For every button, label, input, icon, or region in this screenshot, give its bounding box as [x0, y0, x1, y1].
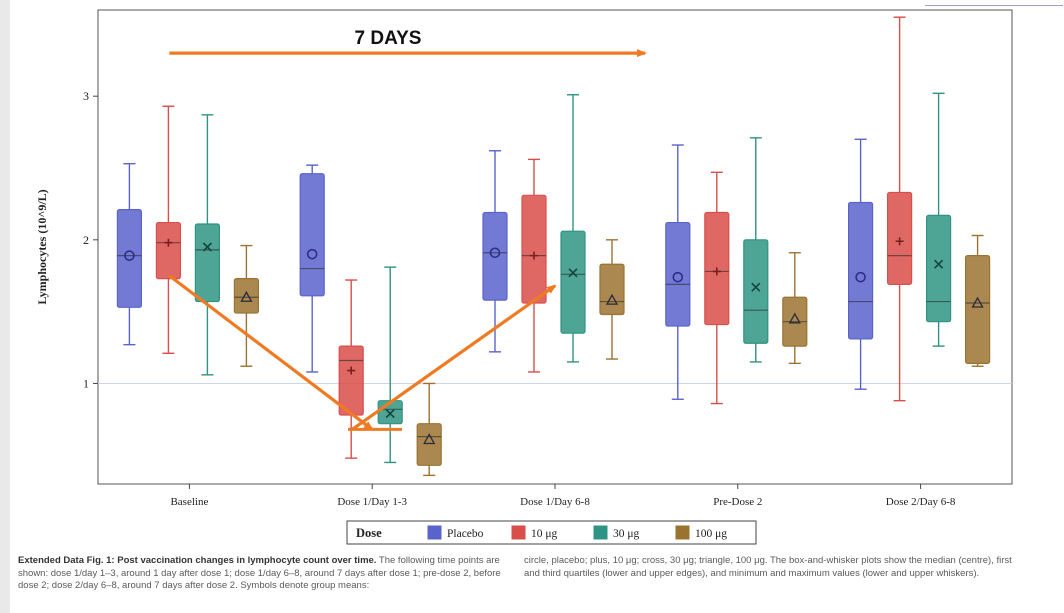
caption-right-text: circle, placebo; plus, 10 μg; cross, 30 … [524, 555, 1012, 579]
box-body [338, 345, 364, 416]
box-2-4 [925, 92, 952, 347]
y-tick-label: 2 [83, 233, 89, 247]
x-tick-label: Dose 2/Day 6-8 [886, 496, 956, 508]
mean-circle [672, 271, 684, 283]
box-body [847, 201, 874, 340]
legend-label: 100 μg [695, 528, 727, 540]
mean-triangle [788, 312, 801, 324]
mean-cross [751, 282, 761, 292]
box-body [416, 423, 442, 466]
box-3-1 [416, 382, 442, 477]
left-edge-bar [0, 0, 10, 613]
box-body [925, 214, 952, 323]
box-body [743, 239, 769, 344]
box-0-0 [116, 162, 143, 346]
box-body [482, 211, 508, 301]
box-0-2 [482, 150, 508, 353]
box-0-1 [299, 164, 325, 373]
legend-title: Dose [356, 526, 382, 540]
mean-plus [895, 237, 904, 246]
box-2-0 [194, 114, 220, 376]
mean-circle [124, 250, 135, 261]
caption-title: Extended Data Fig. 1: Post vaccination c… [18, 555, 377, 566]
legend-swatch [593, 525, 608, 540]
mean-circle [855, 271, 866, 283]
x-tick-label: Dose 1/Day 1-3 [337, 496, 407, 508]
mean-cross [202, 242, 212, 252]
mean-cross [385, 409, 395, 419]
box-body [521, 194, 547, 304]
legend-label: 30 μg [613, 528, 640, 540]
box-1-2 [521, 158, 547, 373]
box-body [299, 173, 325, 297]
box-3-4 [964, 234, 991, 367]
box-body [155, 221, 181, 280]
plot-frame [97, 9, 1013, 485]
legend: Dose Placebo 10 μg 30 μg 100 μg [346, 520, 757, 545]
y-tick-label: 1 [83, 376, 89, 390]
legend-swatch [675, 525, 690, 540]
box-2-1 [377, 266, 403, 464]
box-1-1 [338, 279, 364, 459]
box-body [599, 263, 625, 316]
mean-plus [530, 251, 538, 260]
box-1-0 [155, 105, 181, 354]
x-tick-label: Baseline [170, 496, 208, 508]
mean-plus [712, 267, 721, 276]
x-tick-label: Pre-Dose 2 [713, 496, 762, 508]
mean-circle [489, 247, 501, 259]
box-body [233, 278, 259, 314]
annotation-arrow [168, 274, 374, 431]
box-1-4 [886, 16, 913, 402]
box-0-3 [665, 144, 691, 400]
mean-triangle [240, 290, 253, 302]
box-3-0 [233, 244, 259, 367]
mean-plus [347, 366, 356, 375]
mean-triangle [423, 433, 436, 445]
box-1-3 [704, 171, 730, 405]
mean-triangle [971, 296, 984, 308]
annotation-text: 7 DAYS [355, 28, 422, 49]
box-body [194, 223, 220, 303]
caption-left-text: The following time points are shown: dos… [18, 555, 501, 591]
box-3-2 [599, 239, 625, 360]
frame-line [925, 5, 1063, 6]
mean-cross [568, 268, 578, 278]
box-0-4 [847, 138, 874, 390]
mean-cross [934, 259, 944, 269]
box-3-3 [782, 252, 808, 365]
mean-plus [164, 238, 173, 247]
box-body [116, 209, 143, 308]
legend-label: 10 μg [531, 528, 558, 540]
y-tick-label: 3 [83, 89, 89, 103]
box-2-3 [743, 137, 769, 363]
mean-triangle [605, 293, 619, 305]
mean-circle [306, 248, 318, 260]
box-body [964, 255, 991, 364]
legend-label: Placebo [447, 528, 484, 540]
figure-caption-left: Extended Data Fig. 1: Post vaccination c… [18, 555, 506, 593]
legend-swatch [427, 525, 442, 540]
x-tick-label: Dose 1/Day 6-8 [520, 496, 590, 508]
y-axis-label: Lymphocytes (10^9/L) [35, 189, 49, 304]
box-2-2 [560, 94, 586, 363]
legend-frame [346, 520, 757, 545]
box-body [665, 221, 691, 327]
annotation-arrow [351, 284, 557, 431]
figure-caption-right: circle, placebo; plus, 10 μg; cross, 30 … [524, 555, 1024, 580]
legend-swatch [511, 525, 526, 540]
box-body [560, 230, 586, 334]
lymphocyte-box-plot: 1 2 3 Lymphocytes (10^9/L) Baseline Dose 1/Da… [35, 9, 1013, 545]
